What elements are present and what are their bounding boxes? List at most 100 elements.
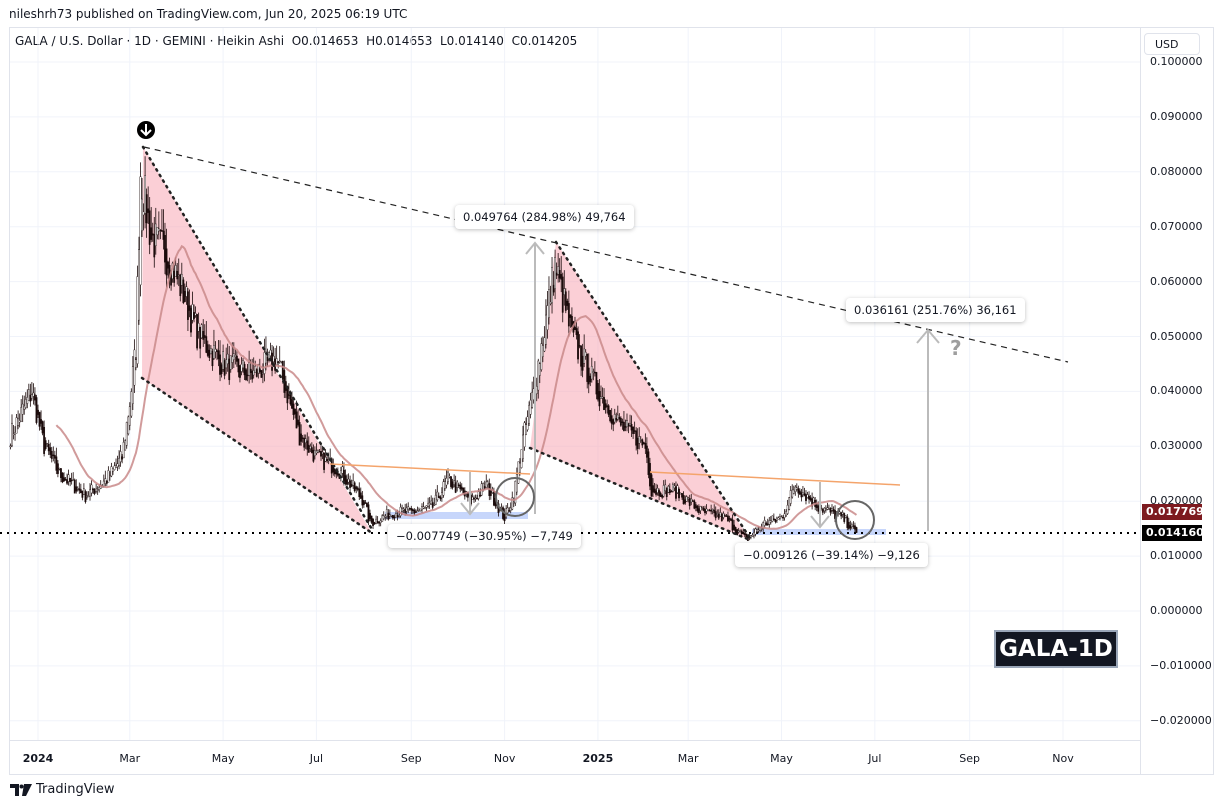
candle-body xyxy=(174,265,177,277)
candle-body xyxy=(575,328,578,336)
candle-body xyxy=(757,529,760,531)
drop-arrow-2 xyxy=(810,482,830,529)
candle-body xyxy=(676,485,679,493)
candle-body xyxy=(23,405,26,410)
candle-body xyxy=(63,477,65,482)
time-tick-label: Mar xyxy=(119,752,141,765)
candle-body xyxy=(60,468,62,478)
candle-body xyxy=(165,248,168,276)
candle-body xyxy=(188,305,191,311)
candle-body xyxy=(15,417,18,434)
candle-body xyxy=(785,511,787,516)
candle-body xyxy=(766,523,769,526)
candle-body xyxy=(289,394,292,405)
candle-body xyxy=(164,235,166,263)
candle-body xyxy=(456,481,459,488)
rise-arrow-2 xyxy=(916,328,940,531)
candle-body xyxy=(125,422,128,446)
candle-body xyxy=(554,257,556,289)
candle-body xyxy=(687,497,690,500)
candle-body xyxy=(436,491,439,501)
candle-body xyxy=(699,506,702,511)
candle-body xyxy=(800,492,803,498)
candle-body xyxy=(72,479,75,481)
candle-body xyxy=(419,508,422,511)
candle-body xyxy=(271,352,273,371)
time-tick-label: Sep xyxy=(400,752,422,765)
candle-body xyxy=(716,513,719,515)
candle-body xyxy=(552,284,555,293)
candle-body xyxy=(798,490,801,495)
candle-body xyxy=(300,433,303,442)
candle-body xyxy=(719,512,722,517)
candle-body xyxy=(349,480,351,488)
candle-body xyxy=(583,348,586,364)
rise-arrow-1 xyxy=(525,241,545,514)
price-tick-label: 0.050000 xyxy=(1150,329,1203,343)
candle-body xyxy=(694,504,697,509)
price-chart[interactable] xyxy=(0,0,1140,740)
candle-body xyxy=(352,480,355,486)
candle-body xyxy=(630,424,633,431)
candle-body xyxy=(249,368,252,373)
candle-body xyxy=(50,450,53,459)
candle-body xyxy=(69,477,72,483)
candle-body xyxy=(473,498,475,500)
candle-body xyxy=(350,483,353,487)
candle-body xyxy=(462,487,465,494)
candle-body xyxy=(616,414,619,420)
candle-body xyxy=(34,394,36,401)
candle-body xyxy=(346,479,348,485)
candle-body xyxy=(823,507,826,512)
candle-body xyxy=(580,345,582,367)
candle-body xyxy=(119,451,122,462)
time-tick-label: 2024 xyxy=(22,752,54,765)
candle-body xyxy=(447,471,449,482)
candle-body xyxy=(442,481,445,496)
candle-body xyxy=(187,291,189,320)
candle-body xyxy=(671,484,674,492)
candle-body xyxy=(492,491,495,506)
candle-body xyxy=(453,480,456,485)
candle-body xyxy=(763,520,766,526)
currency-button[interactable]: USD xyxy=(1144,33,1200,55)
candle-body xyxy=(135,359,137,368)
candle-body xyxy=(73,479,76,494)
candle-body xyxy=(317,450,319,453)
candle-body xyxy=(567,303,570,327)
candle-body xyxy=(846,516,849,528)
moving-average-line xyxy=(55,244,858,530)
candle-body xyxy=(789,490,792,504)
candle-body xyxy=(203,335,206,338)
candle-body xyxy=(838,511,841,514)
candle-body xyxy=(577,331,579,360)
candle-body xyxy=(321,451,324,455)
candle-body xyxy=(260,370,263,378)
candle-body xyxy=(613,414,616,423)
footer[interactable]: TradingView xyxy=(10,782,115,797)
measure-arrows xyxy=(460,241,940,531)
candle-body xyxy=(58,467,61,470)
candle-body xyxy=(598,391,601,407)
candle-body xyxy=(66,479,68,484)
candle-body xyxy=(812,497,815,503)
candle-body xyxy=(460,486,463,490)
candle-body xyxy=(46,443,49,445)
candle-body xyxy=(841,512,844,515)
candle-body xyxy=(376,520,379,524)
candle-body xyxy=(246,374,249,377)
candle-body xyxy=(190,307,192,333)
candle-body xyxy=(742,532,745,534)
candle-body xyxy=(225,359,228,369)
candle-body xyxy=(776,517,778,521)
candle-body xyxy=(431,502,434,508)
candle-body xyxy=(277,361,280,363)
candle-body xyxy=(482,483,485,490)
candle-body xyxy=(430,500,433,505)
candle-body xyxy=(226,353,229,364)
candle-body xyxy=(297,419,299,425)
candle-body xyxy=(361,495,364,506)
candle-body xyxy=(86,496,88,498)
candle-body xyxy=(37,409,39,415)
candle-body xyxy=(278,360,281,363)
